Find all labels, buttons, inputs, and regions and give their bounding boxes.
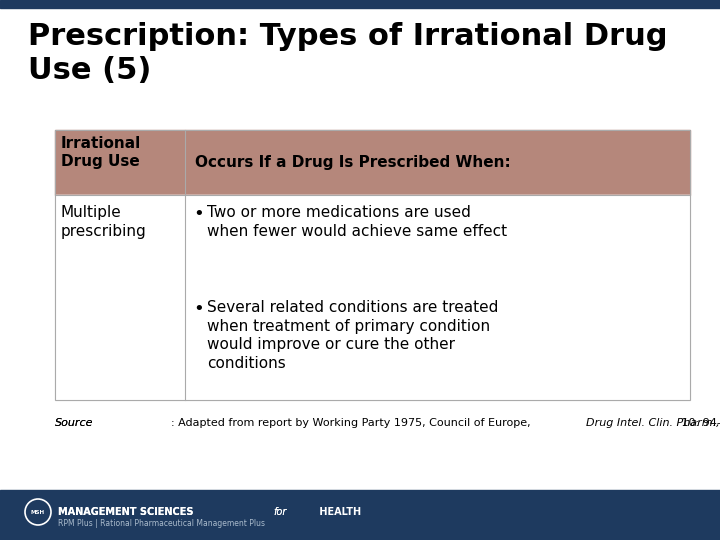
Text: for: for	[274, 507, 287, 517]
Text: for: for	[274, 507, 287, 517]
Text: Irrational
Drug Use: Irrational Drug Use	[61, 136, 141, 169]
Text: : Adapted from report by Working Party 1975, Council of Europe,: : Adapted from report by Working Party 1…	[171, 418, 534, 428]
Text: Prescription: Types of Irrational Drug
Use (5): Prescription: Types of Irrational Drug U…	[28, 22, 667, 85]
Text: Multiple
prescribing: Multiple prescribing	[61, 205, 147, 239]
Bar	[55, 130, 690, 400]
Bar	[0, 490, 720, 540]
Bar	[55, 195, 690, 400]
Text: Occurs If a Drug Is Prescribed When:: Occurs If a Drug Is Prescribed When:	[195, 155, 510, 170]
Text: •: •	[193, 300, 204, 318]
Text: Several related conditions are treated
when treatment of primary condition
would: Several related conditions are treated w…	[207, 300, 498, 371]
Text: MANAGEMENT SCIENCES: MANAGEMENT SCIENCES	[58, 507, 197, 517]
Text: Source: Source	[55, 418, 94, 428]
Text: 10: 94-110, 1976.: 10: 94-110, 1976.	[678, 418, 720, 428]
Text: MSH: MSH	[31, 510, 45, 515]
Text: RPM Plus | Rational Pharmaceutical Management Plus: RPM Plus | Rational Pharmaceutical Manag…	[58, 519, 265, 528]
Text: MANAGEMENT SCIENCES: MANAGEMENT SCIENCES	[58, 507, 197, 517]
Text: Drug Intel. Clin. Pharm.,: Drug Intel. Clin. Pharm.,	[586, 418, 719, 428]
Bar	[0, 0, 720, 8]
Bar	[55, 195, 690, 400]
Text: Two or more medications are used
when fewer would achieve same effect: Two or more medications are used when fe…	[207, 205, 507, 239]
Text: •: •	[193, 205, 204, 223]
Text: HEALTH: HEALTH	[315, 507, 361, 517]
Text: Source: Source	[55, 418, 94, 428]
Bar	[55, 130, 690, 195]
